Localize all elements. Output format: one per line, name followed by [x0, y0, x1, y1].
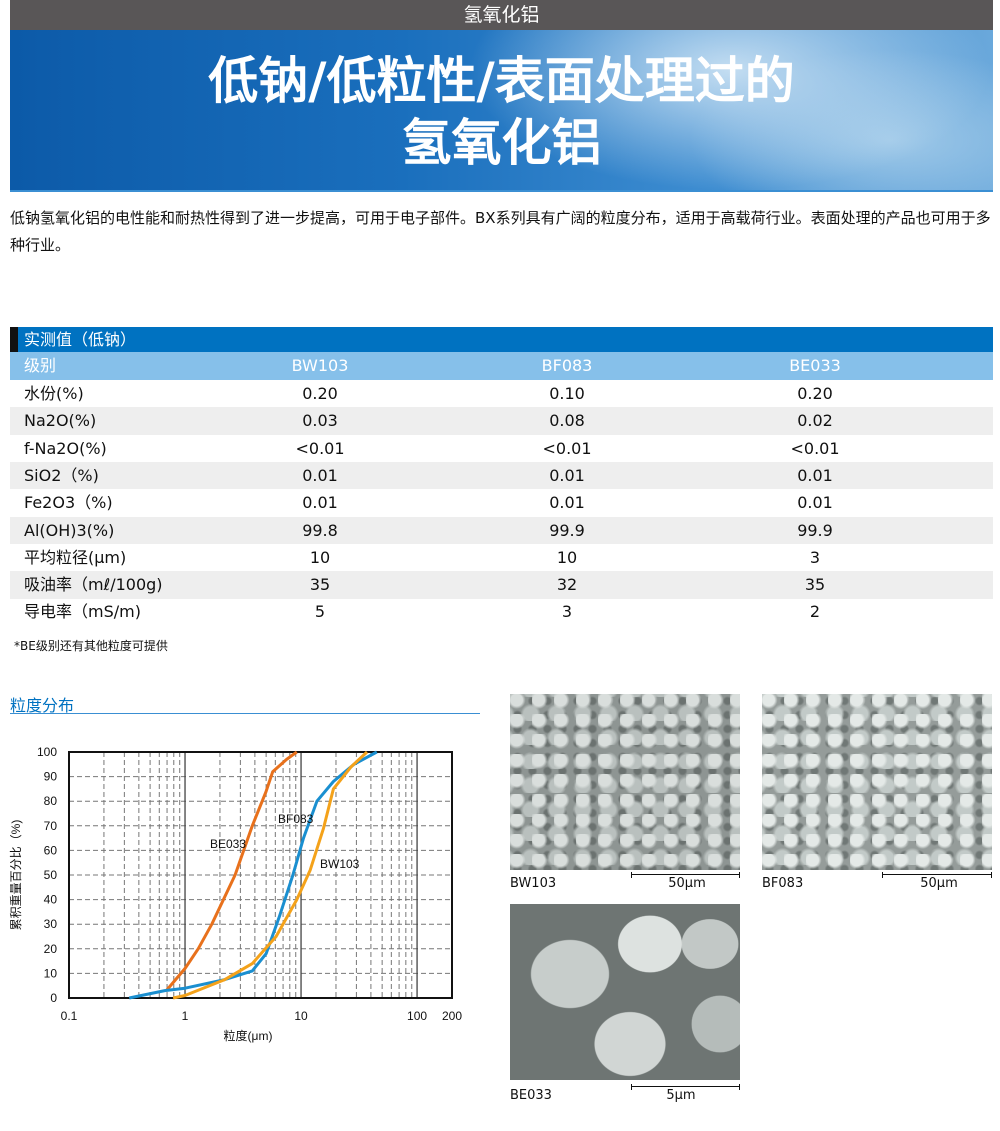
- intro-text: 低钠氢氧化铝的电性能和耐热性得到了进一步提高，可用于电子部件。BX系列具有广阔的…: [10, 209, 991, 254]
- row-label: 平均粒径(μm): [24, 547, 127, 567]
- row-label: Fe2O3（%): [24, 493, 113, 513]
- cell-value: 5: [314, 602, 326, 622]
- row-label: 导电率（mS/m): [24, 602, 141, 622]
- series-line-bw103: [172, 750, 369, 1000]
- y-axis-label: 累积重量百分比（%): [9, 820, 23, 931]
- cell-value: 99.9: [549, 520, 585, 540]
- table-header-row: 级别 BW103 BF083 BE033: [10, 352, 993, 380]
- series-line-be033: [165, 750, 298, 992]
- x-tick-label: 10: [294, 1009, 308, 1023]
- row-label: Al(OH)3(%): [24, 520, 115, 540]
- y-tick-label: 30: [44, 917, 58, 931]
- table-row: f-Na2O(%) <0.01 <0.01 <0.01: [10, 435, 993, 463]
- page-title-line1: 低钠/低粒性/表面处理过的: [208, 52, 795, 110]
- cell-value: 99.9: [797, 520, 833, 540]
- cell-value: 0.20: [797, 384, 833, 403]
- sem-photo-bw103: [510, 694, 740, 870]
- y-tick-label: 50: [44, 868, 58, 882]
- cell-value: BW103: [291, 356, 349, 375]
- y-tick-label: 60: [44, 843, 58, 857]
- cell-value: 0.20: [302, 384, 338, 403]
- table-footnote: *BE级别还有其他粒度可提供: [14, 639, 168, 653]
- scale-label: 5μm: [666, 1088, 696, 1103]
- cell-value: 0.01: [549, 493, 585, 513]
- x-axis-label: 粒度(μm): [224, 1028, 273, 1043]
- cell-value: 3: [561, 602, 573, 622]
- cell-value: 0.01: [302, 465, 338, 485]
- scale-bar: [631, 1084, 740, 1090]
- photo-label: BW103: [510, 876, 557, 891]
- scale-label: 50μm: [920, 876, 958, 891]
- cell-value: 35: [804, 575, 826, 595]
- page-title-line2: 氢氧化铝: [401, 114, 602, 172]
- table-row: 平均粒径(μm) 10 10 3: [10, 544, 993, 572]
- table-row: Na2O(%) 0.03 0.08 0.02: [10, 407, 993, 435]
- row-label: 水份(%): [24, 384, 84, 403]
- row-label: 吸油率（mℓ/100g): [24, 575, 163, 595]
- table-title: 实测值（低钠）: [10, 327, 993, 352]
- scale-bar: [631, 872, 740, 878]
- hero-banner: 低钠/低粒性/表面处理过的 氢氧化铝: [10, 30, 993, 192]
- y-tick-label: 70: [44, 819, 58, 833]
- row-label: Na2O(%): [24, 411, 97, 431]
- plot-frame: [68, 751, 453, 999]
- table-row: 吸油率（mℓ/100g) 35 32 35: [10, 571, 993, 599]
- sem-photo-bf083: [762, 694, 992, 870]
- cell-value: 3: [809, 547, 821, 567]
- cell-value: <0.01: [295, 438, 345, 458]
- table-row: 导电率（mS/m) 5 3 2: [10, 598, 993, 626]
- series-label: BF083: [278, 812, 314, 826]
- x-tick-label: 200: [442, 1009, 462, 1023]
- cell-value: 0.03: [302, 411, 338, 431]
- cell-value: <0.01: [542, 438, 592, 458]
- table-row: Al(OH)3(%) 99.8 99.9 99.9: [10, 516, 993, 544]
- cell-value: 0.01: [302, 493, 338, 513]
- cell-value: <0.01: [790, 438, 840, 458]
- table-row: 水份(%) 0.20 0.10 0.20: [10, 380, 993, 408]
- cell-value: 0.10: [549, 384, 585, 403]
- cell-value: 2: [809, 602, 821, 622]
- photo-label: BF083: [762, 876, 804, 891]
- y-tick-label: 80: [44, 794, 58, 808]
- photo-label: BE033: [510, 1088, 552, 1103]
- sem-photo-be033: [510, 904, 740, 1080]
- cell-value: 99.8: [302, 520, 338, 540]
- row-label: SiO2（%): [24, 465, 99, 485]
- table-row: SiO2（%) 0.01 0.01 0.01: [10, 461, 993, 490]
- y-tick-label: 90: [44, 770, 58, 784]
- cell-value: 32: [556, 575, 578, 595]
- series-line-bf083: [128, 750, 378, 1000]
- y-tick-label: 0: [50, 991, 57, 1005]
- section-title: 粒度分布: [10, 692, 480, 715]
- row-label: 级别: [24, 356, 57, 375]
- cell-value: 10: [556, 547, 578, 567]
- cell-value: 0.01: [797, 493, 833, 513]
- cell-value: 0.01: [797, 465, 833, 485]
- y-tick-label: 100: [37, 745, 57, 759]
- scale-bar: [882, 872, 992, 878]
- particle-size-chart: BE033 BF083 BW103 0 10 20 30 40 50 60 70 80 90 100 0.1…: [9, 745, 462, 1043]
- scale-label: 50μm: [668, 876, 706, 891]
- cell-value: 35: [309, 575, 331, 595]
- cell-value: 0.01: [549, 465, 585, 485]
- x-tick-label: 100: [407, 1009, 427, 1023]
- x-tick-label: 0.1: [61, 1009, 78, 1023]
- cell-value: 0.08: [549, 411, 585, 431]
- cell-value: 10: [309, 547, 331, 567]
- table-row: Fe2O3（%) 0.01 0.01 0.01: [10, 489, 993, 517]
- cell-value: 0.02: [797, 411, 833, 431]
- y-tick-label: 40: [44, 893, 58, 907]
- cell-value: BE033: [789, 356, 841, 375]
- row-label: f-Na2O(%): [24, 438, 107, 458]
- y-tick-label: 10: [44, 966, 58, 980]
- series-label: BE033: [210, 837, 246, 851]
- category-bar: 氢氧化铝: [10, 0, 993, 30]
- y-tick-label: 20: [44, 942, 58, 956]
- x-tick-label: 1: [182, 1009, 189, 1023]
- cell-value: BF083: [541, 356, 593, 375]
- series-label: BW103: [320, 857, 360, 871]
